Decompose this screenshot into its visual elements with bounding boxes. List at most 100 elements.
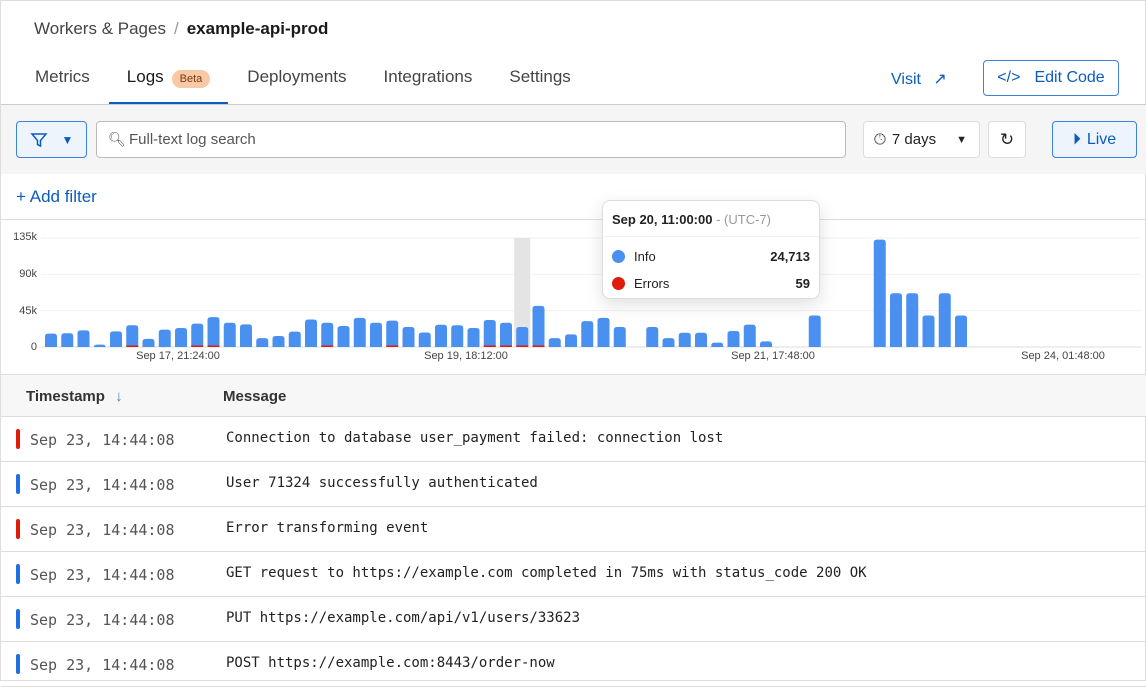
tab-metrics[interactable]: Metrics (35, 67, 90, 104)
info-bar[interactable] (288, 331, 301, 347)
info-bar[interactable] (158, 329, 171, 347)
info-bar[interactable] (483, 319, 496, 347)
log-message: User 71324 successfully authenticated (226, 475, 538, 491)
hover-highlight (514, 238, 531, 347)
column-timestamp[interactable]: Timestamp ↓ (26, 388, 123, 405)
info-bar[interactable] (646, 327, 659, 347)
info-bar[interactable] (370, 322, 382, 347)
info-bar[interactable] (548, 338, 561, 347)
info-bar[interactable] (500, 322, 512, 347)
info-bar[interactable] (240, 324, 252, 347)
info-bar[interactable] (353, 317, 366, 347)
info-bar[interactable] (711, 342, 724, 347)
log-timestamp: Sep 23, 14:44:08 (30, 566, 175, 584)
info-bar[interactable] (207, 317, 220, 347)
info-bar[interactable] (61, 333, 74, 347)
info-bar[interactable] (272, 336, 285, 347)
info-bar[interactable] (955, 315, 967, 347)
info-bar[interactable] (175, 328, 187, 347)
info-bar[interactable] (418, 332, 431, 347)
info-bar[interactable] (77, 330, 90, 347)
filter-dropdown-button[interactable]: ▼ (16, 121, 87, 158)
live-button[interactable]: ⏵ Live (1052, 121, 1137, 158)
breadcrumb-current: example-api-prod (186, 19, 329, 38)
info-bar[interactable] (126, 325, 139, 347)
log-row[interactable]: Sep 23, 14:44:08 Connection to database u… (1, 417, 1146, 462)
error-bar[interactable] (516, 345, 529, 348)
info-bar[interactable] (808, 315, 821, 347)
info-bar[interactable] (727, 331, 740, 347)
info-bar[interactable] (565, 334, 577, 347)
tab-integrations[interactable]: Integrations (384, 67, 473, 104)
info-bar[interactable] (516, 327, 529, 347)
level-indicator (16, 609, 20, 629)
log-row[interactable]: Sep 23, 14:44:08 User 71324 successfully … (1, 462, 1146, 507)
tab-bar: Metrics Logs Beta Deployments Integration… (35, 67, 608, 104)
log-row[interactable]: Sep 23, 14:44:08 PUT https://example.com/… (1, 597, 1146, 642)
info-bar[interactable] (662, 338, 675, 347)
info-bar[interactable] (613, 327, 626, 347)
info-bar[interactable] (451, 325, 464, 347)
log-row[interactable]: Sep 23, 14:44:08 GET request to https://e… (1, 552, 1146, 597)
log-row[interactable]: Sep 23, 14:44:08 POST https://example.com… (1, 642, 1146, 687)
log-row[interactable]: Sep 23, 14:44:08 Error transforming event (1, 507, 1146, 552)
tooltip-time: Sep 20, 11:00:00 (612, 212, 713, 227)
breadcrumb-parent[interactable]: Workers & Pages (34, 19, 166, 38)
tab-logs[interactable]: Logs Beta (108, 67, 228, 104)
tooltip-value: 24,713 (770, 249, 810, 264)
info-bar[interactable] (695, 332, 707, 347)
live-label: Live (1086, 130, 1117, 148)
info-bar[interactable] (45, 333, 57, 347)
log-message: POST https://example.com:8443/order-now (226, 655, 555, 671)
error-bar[interactable] (126, 345, 139, 348)
error-bar[interactable] (191, 345, 204, 348)
info-bar[interactable] (305, 319, 317, 347)
error-bar[interactable] (532, 345, 545, 348)
info-bar[interactable] (760, 341, 772, 347)
info-bar[interactable] (256, 338, 269, 347)
info-bar[interactable] (110, 331, 122, 347)
filter-icon (29, 132, 48, 147)
error-bar[interactable] (386, 345, 399, 348)
info-bar[interactable] (873, 239, 886, 347)
tooltip-label: Info (634, 249, 656, 264)
info-bar[interactable] (906, 293, 919, 347)
column-message: Message (223, 388, 287, 405)
info-bar[interactable] (386, 320, 399, 347)
breadcrumb: Workers & Pages / example-api-prod (34, 19, 328, 39)
info-bar[interactable] (435, 324, 447, 347)
tab-settings[interactable]: Settings (509, 67, 570, 104)
column-label: Timestamp (26, 388, 105, 405)
add-filter-button[interactable]: + Add filter (16, 187, 97, 207)
y-tick-label: 0 (30, 341, 37, 353)
info-bar[interactable] (402, 326, 415, 347)
info-bar[interactable] (93, 344, 106, 348)
error-bar[interactable] (321, 345, 334, 348)
info-bar[interactable] (922, 315, 935, 347)
info-bar[interactable] (142, 338, 155, 347)
info-bar[interactable] (467, 328, 480, 347)
visit-link[interactable]: Visit ↗ (891, 69, 947, 89)
time-range-select[interactable]: 🕓︎ 7 days ▼ (863, 121, 980, 158)
error-bar[interactable] (483, 345, 496, 348)
info-bar[interactable] (223, 322, 236, 347)
edit-code-button[interactable]: </> Edit Code (983, 60, 1119, 96)
info-bar[interactable] (191, 323, 204, 347)
info-bar[interactable] (678, 332, 691, 347)
info-bar[interactable] (532, 305, 545, 347)
info-bar[interactable] (743, 324, 756, 347)
error-bar[interactable] (207, 345, 220, 348)
log-search-input[interactable]: 🔍︎ Full-text log search (96, 121, 846, 158)
tab-deployments[interactable]: Deployments (247, 67, 346, 104)
play-circle-icon: ⏵ (1072, 130, 1081, 148)
info-bar[interactable] (581, 321, 594, 347)
info-bar[interactable] (337, 326, 350, 347)
info-bar[interactable] (321, 322, 334, 347)
refresh-button[interactable]: ↻ (988, 121, 1026, 158)
info-bar[interactable] (938, 293, 951, 347)
info-bar[interactable] (597, 317, 610, 347)
log-message: Connection to database user_payment fail… (226, 430, 724, 446)
sort-desc-icon: ↓ (115, 388, 123, 405)
info-bar[interactable] (890, 293, 902, 347)
error-bar[interactable] (500, 345, 512, 348)
